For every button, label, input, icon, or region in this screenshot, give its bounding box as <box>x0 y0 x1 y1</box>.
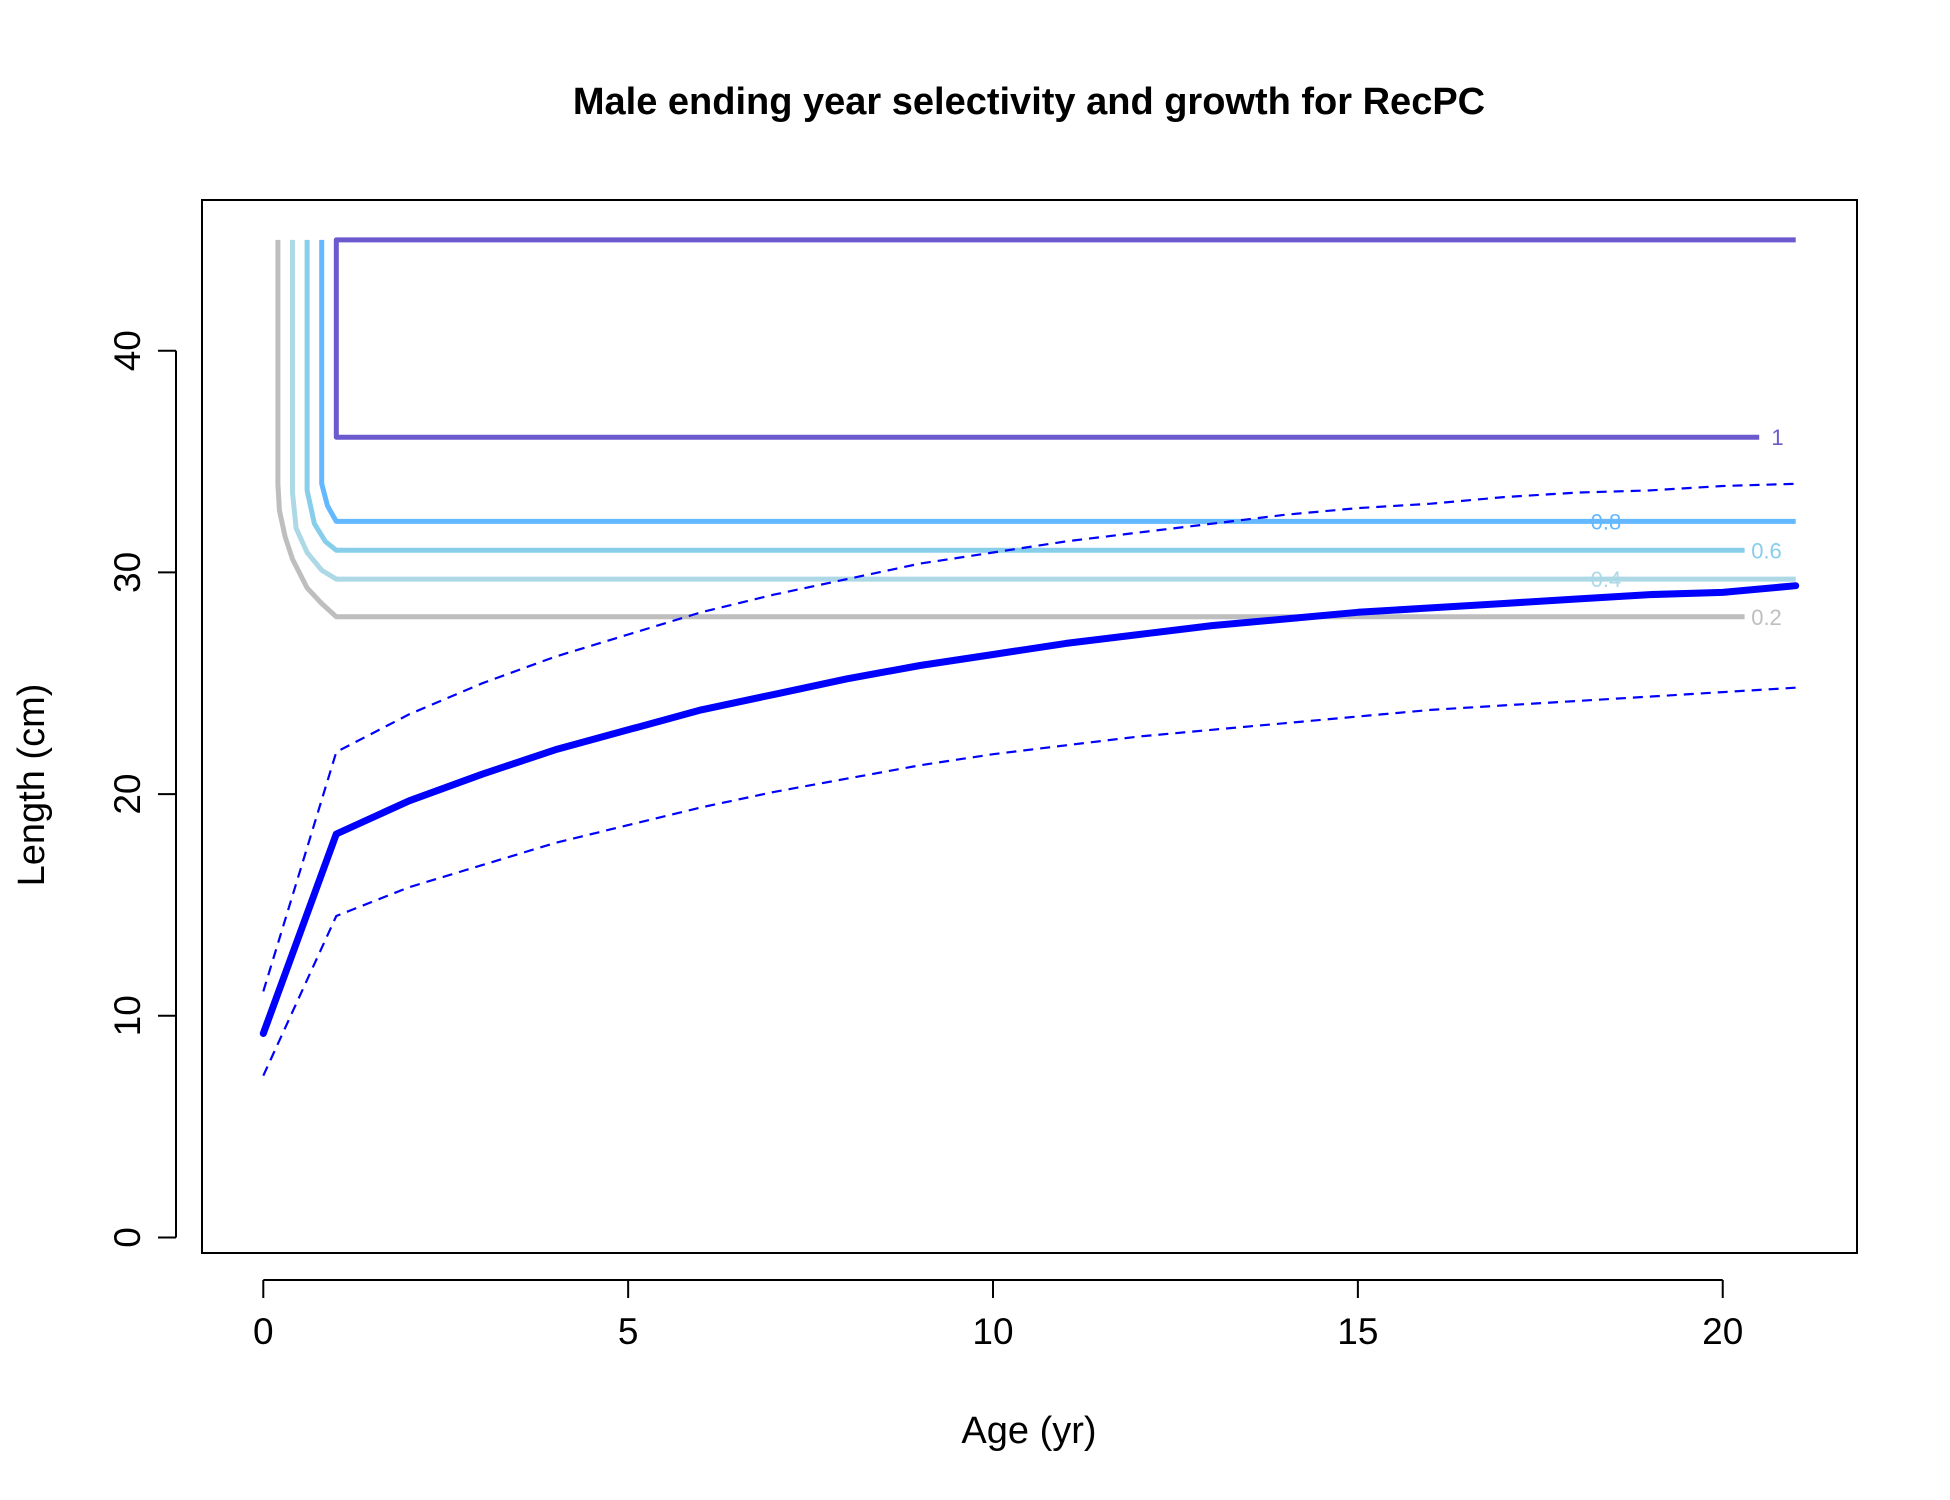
x-tick-label: 10 <box>972 1311 1013 1352</box>
y-tick-label: 30 <box>107 552 148 593</box>
y-axis-label: Length (cm) <box>11 684 53 887</box>
selectivity-contours: 0.2 0.4 0.6 0.8 1 <box>275 237 1796 630</box>
y-tick-label: 10 <box>107 995 148 1036</box>
growth-mean-curve <box>259 582 1800 1037</box>
y-axis: 0 10 20 30 40 <box>107 330 177 1248</box>
x-tick-label: 0 <box>253 1311 274 1352</box>
plot-frame <box>201 199 1858 1254</box>
x-tick-label: 20 <box>1702 1311 1743 1352</box>
x-tick-label: 5 <box>618 1311 639 1352</box>
growth-lower-interval <box>262 686 1796 1077</box>
x-tick-label: 15 <box>1337 1311 1378 1352</box>
contour-label: 0.4 <box>1591 567 1622 592</box>
contour-line-0-2 <box>275 239 1745 620</box>
contour-label: 0.8 <box>1591 509 1622 534</box>
contour-line-0-6 <box>304 239 1745 553</box>
contour-line-0-4 <box>290 239 1796 582</box>
growth-curves <box>259 482 1800 1077</box>
contour-line-1 <box>333 237 1796 440</box>
contour-label: 1 <box>1771 425 1783 450</box>
contour-line-0-8 <box>319 239 1796 524</box>
y-tick-label: 40 <box>107 330 148 371</box>
y-tick-label: 0 <box>107 1227 148 1248</box>
contour-label: 0.6 <box>1751 538 1782 563</box>
x-axis: 0 5 10 15 20 <box>253 1279 1743 1352</box>
growth-upper-interval <box>262 482 1796 992</box>
y-tick-label: 20 <box>107 774 148 815</box>
x-axis-label: Age (yr) <box>961 1410 1096 1452</box>
contour-label: 0.2 <box>1751 605 1782 630</box>
chart-title: Male ending year selectivity and growth … <box>573 81 1485 123</box>
